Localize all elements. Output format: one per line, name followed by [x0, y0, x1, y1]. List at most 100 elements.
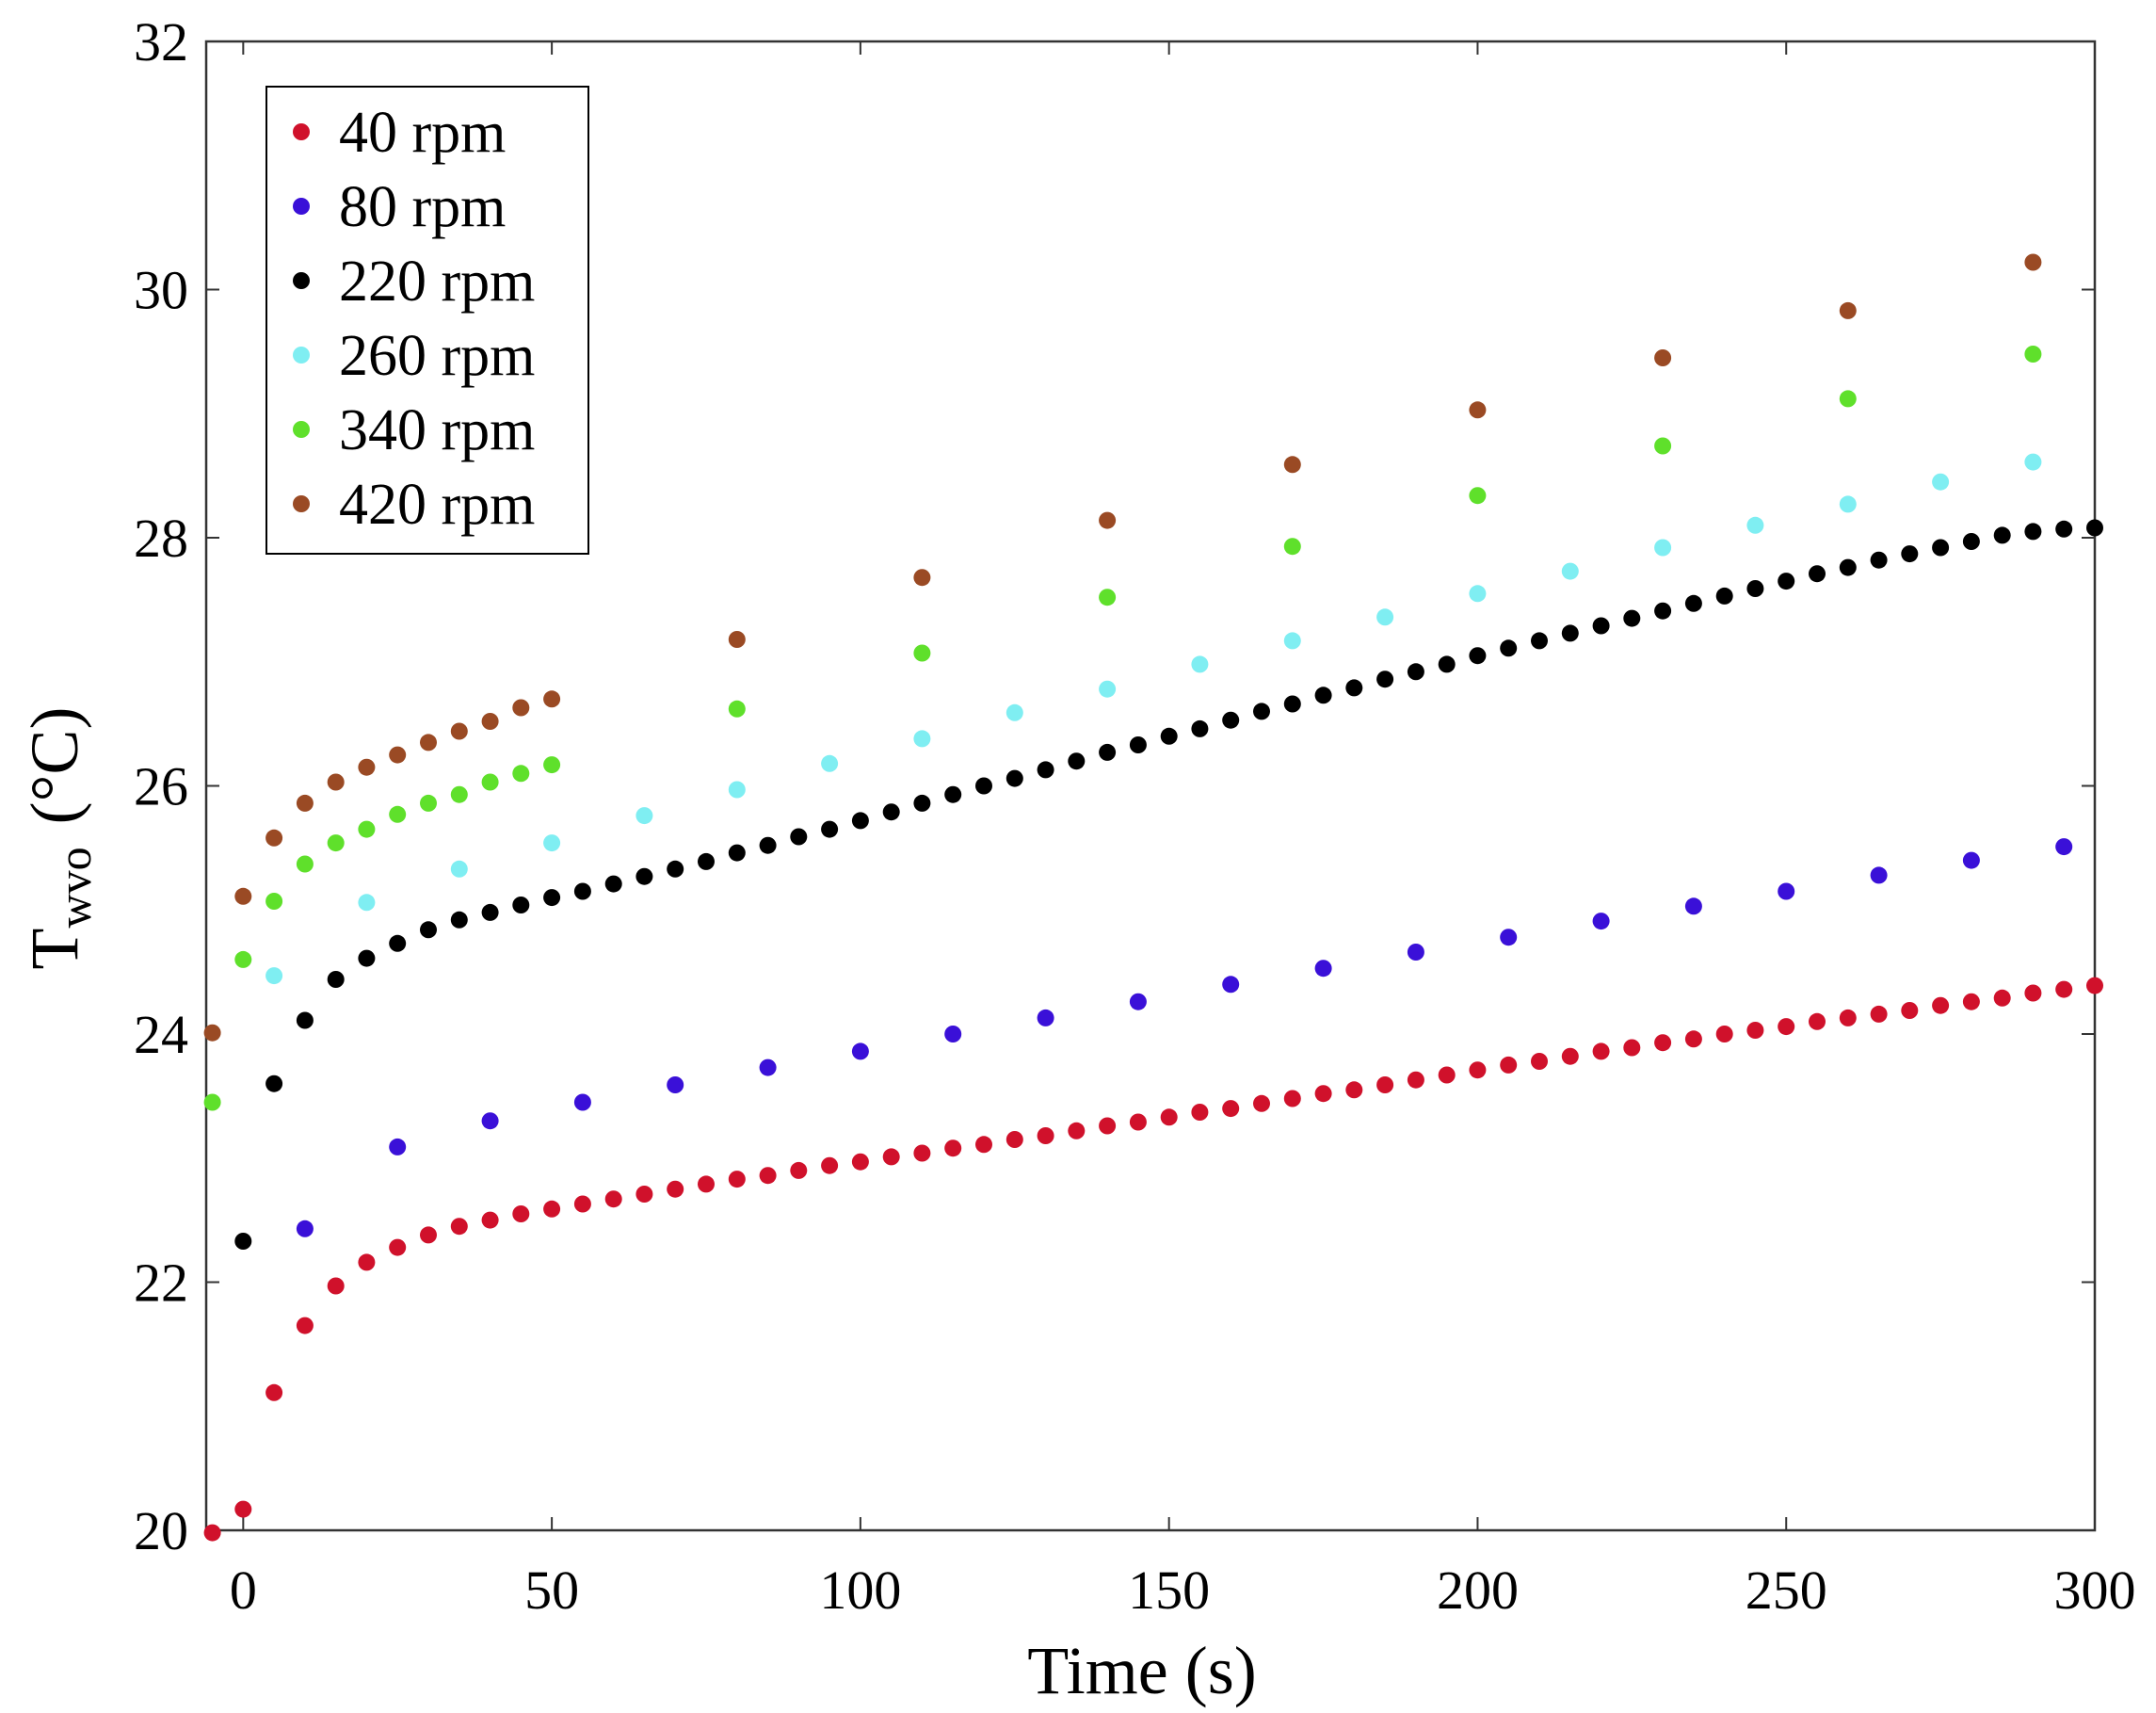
- y-axis-title-unit: (°C): [17, 707, 92, 825]
- point-340-rpm-14: [1099, 589, 1117, 606]
- point-40-rpm-4: [327, 1277, 345, 1295]
- point-260-rpm-0: [265, 967, 283, 985]
- point-220-rpm-36: [1345, 679, 1363, 697]
- point-40-rpm-49: [1715, 1026, 1733, 1042]
- point-220-rpm-59: [2055, 520, 2073, 538]
- point-220-rpm-7: [450, 911, 468, 929]
- point-40-rpm-38: [1376, 1076, 1394, 1093]
- point-40-rpm-21: [851, 1153, 869, 1171]
- y-tick-label-20: 20: [134, 1500, 188, 1561]
- point-80-rpm-18: [1962, 851, 1980, 869]
- point-340-rpm-17: [1654, 437, 1672, 455]
- data-points: [203, 253, 2103, 1542]
- point-220-rpm-9: [512, 897, 530, 913]
- point-260-rpm-18: [1932, 473, 1950, 491]
- point-40-rpm-55: [1901, 1002, 1919, 1019]
- point-340-rpm-15: [1283, 538, 1301, 556]
- x-tick-label-50: 50: [524, 1559, 579, 1621]
- point-420-rpm-7: [420, 734, 437, 751]
- point-420-rpm-1: [234, 887, 252, 905]
- y-tick-label-28: 28: [134, 508, 188, 569]
- point-220-rpm-55: [1932, 539, 1950, 557]
- point-80-rpm-13: [1500, 929, 1518, 946]
- axis-tick-labels: 0 50 100 150 200 250 300 20 22 24 26 28 30 32: [134, 11, 2136, 1621]
- point-40-rpm-18: [759, 1167, 777, 1185]
- point-40-rpm-19: [790, 1161, 808, 1179]
- point-40-rpm-53: [1839, 1009, 1857, 1026]
- point-260-rpm-12: [1376, 608, 1394, 626]
- point-220-rpm-46: [1654, 602, 1672, 620]
- point-340-rpm-3: [296, 855, 314, 873]
- point-420-rpm-13: [913, 569, 931, 587]
- point-80-rpm-14: [1592, 913, 1610, 930]
- series-220-rpm: [234, 519, 2103, 1250]
- point-80-rpm-11: [1314, 960, 1332, 978]
- x-tick-label-200: 200: [1437, 1559, 1519, 1621]
- point-220-rpm-38: [1407, 663, 1424, 681]
- point-420-rpm-4: [327, 773, 345, 791]
- point-420-rpm-16: [1469, 401, 1487, 419]
- y-axis-title-subscript: wvo: [48, 847, 101, 928]
- y-axis-title: Twvo (°C): [17, 707, 101, 970]
- point-220-rpm-60: [2086, 519, 2103, 537]
- point-220-rpm-5: [389, 934, 407, 952]
- point-260-rpm-7: [913, 730, 931, 748]
- series-40-rpm: [203, 977, 2103, 1542]
- point-220-rpm-18: [790, 828, 808, 846]
- point-220-rpm-48: [1715, 587, 1733, 605]
- point-80-rpm-16: [1778, 882, 1795, 900]
- point-40-rpm-48: [1684, 1030, 1702, 1048]
- legend-label-340-rpm: 340 rpm: [339, 398, 535, 462]
- point-40-rpm-5: [358, 1253, 376, 1271]
- point-220-rpm-37: [1376, 671, 1394, 688]
- point-80-rpm-9: [1129, 993, 1147, 1010]
- point-40-rpm-45: [1592, 1042, 1610, 1060]
- series-420-rpm: [203, 253, 2042, 1042]
- point-80-rpm-2: [481, 1112, 499, 1130]
- point-40-rpm-42: [1500, 1056, 1518, 1074]
- point-220-rpm-12: [604, 875, 622, 893]
- svg-text:Twvo(°C): Twvo (°C): [17, 707, 101, 970]
- point-40-rpm-41: [1469, 1061, 1487, 1079]
- point-40-rpm-13: [604, 1190, 622, 1208]
- point-220-rpm-58: [2024, 523, 2042, 541]
- point-220-rpm-2: [296, 1011, 314, 1029]
- point-340-rpm-4: [327, 834, 345, 852]
- point-220-rpm-39: [1438, 655, 1456, 673]
- point-220-rpm-43: [1561, 624, 1579, 642]
- x-tick-label-150: 150: [1128, 1559, 1210, 1621]
- point-40-rpm-10: [512, 1205, 530, 1222]
- point-260-rpm-15: [1654, 539, 1672, 557]
- point-220-rpm-6: [420, 921, 437, 939]
- point-40-rpm-46: [1623, 1039, 1641, 1057]
- point-220-rpm-13: [636, 867, 653, 885]
- point-220-rpm-35: [1314, 687, 1332, 704]
- point-80-rpm-12: [1407, 944, 1424, 961]
- point-220-rpm-42: [1531, 632, 1548, 650]
- point-40-rpm-37: [1345, 1081, 1363, 1099]
- point-40-rpm-36: [1314, 1085, 1332, 1103]
- point-260-rpm-8: [1006, 703, 1023, 721]
- legend-marker-40-rpm: [293, 123, 310, 140]
- x-tick-label-100: 100: [819, 1559, 901, 1621]
- point-40-rpm-40: [1438, 1066, 1456, 1084]
- point-420-rpm-19: [2024, 253, 2042, 271]
- point-40-rpm-27: [1037, 1127, 1054, 1144]
- legend-label-40-rpm: 40 rpm: [339, 101, 506, 165]
- point-40-rpm-24: [944, 1139, 962, 1157]
- point-40-rpm-28: [1068, 1122, 1086, 1139]
- point-260-rpm-1: [358, 894, 376, 912]
- legend-marker-260-rpm: [293, 347, 310, 364]
- point-220-rpm-8: [481, 903, 499, 921]
- point-220-rpm-14: [667, 860, 684, 878]
- point-80-rpm-0: [296, 1220, 314, 1237]
- point-220-rpm-17: [759, 836, 777, 854]
- point-40-rpm-0: [203, 1524, 221, 1542]
- point-420-rpm-11: [543, 690, 561, 708]
- point-40-rpm-9: [481, 1211, 499, 1229]
- point-40-rpm-3: [296, 1317, 314, 1334]
- point-40-rpm-8: [450, 1218, 468, 1236]
- point-340-rpm-5: [358, 820, 376, 838]
- legend-label-80-rpm: 80 rpm: [339, 175, 506, 239]
- point-40-rpm-26: [1006, 1131, 1023, 1148]
